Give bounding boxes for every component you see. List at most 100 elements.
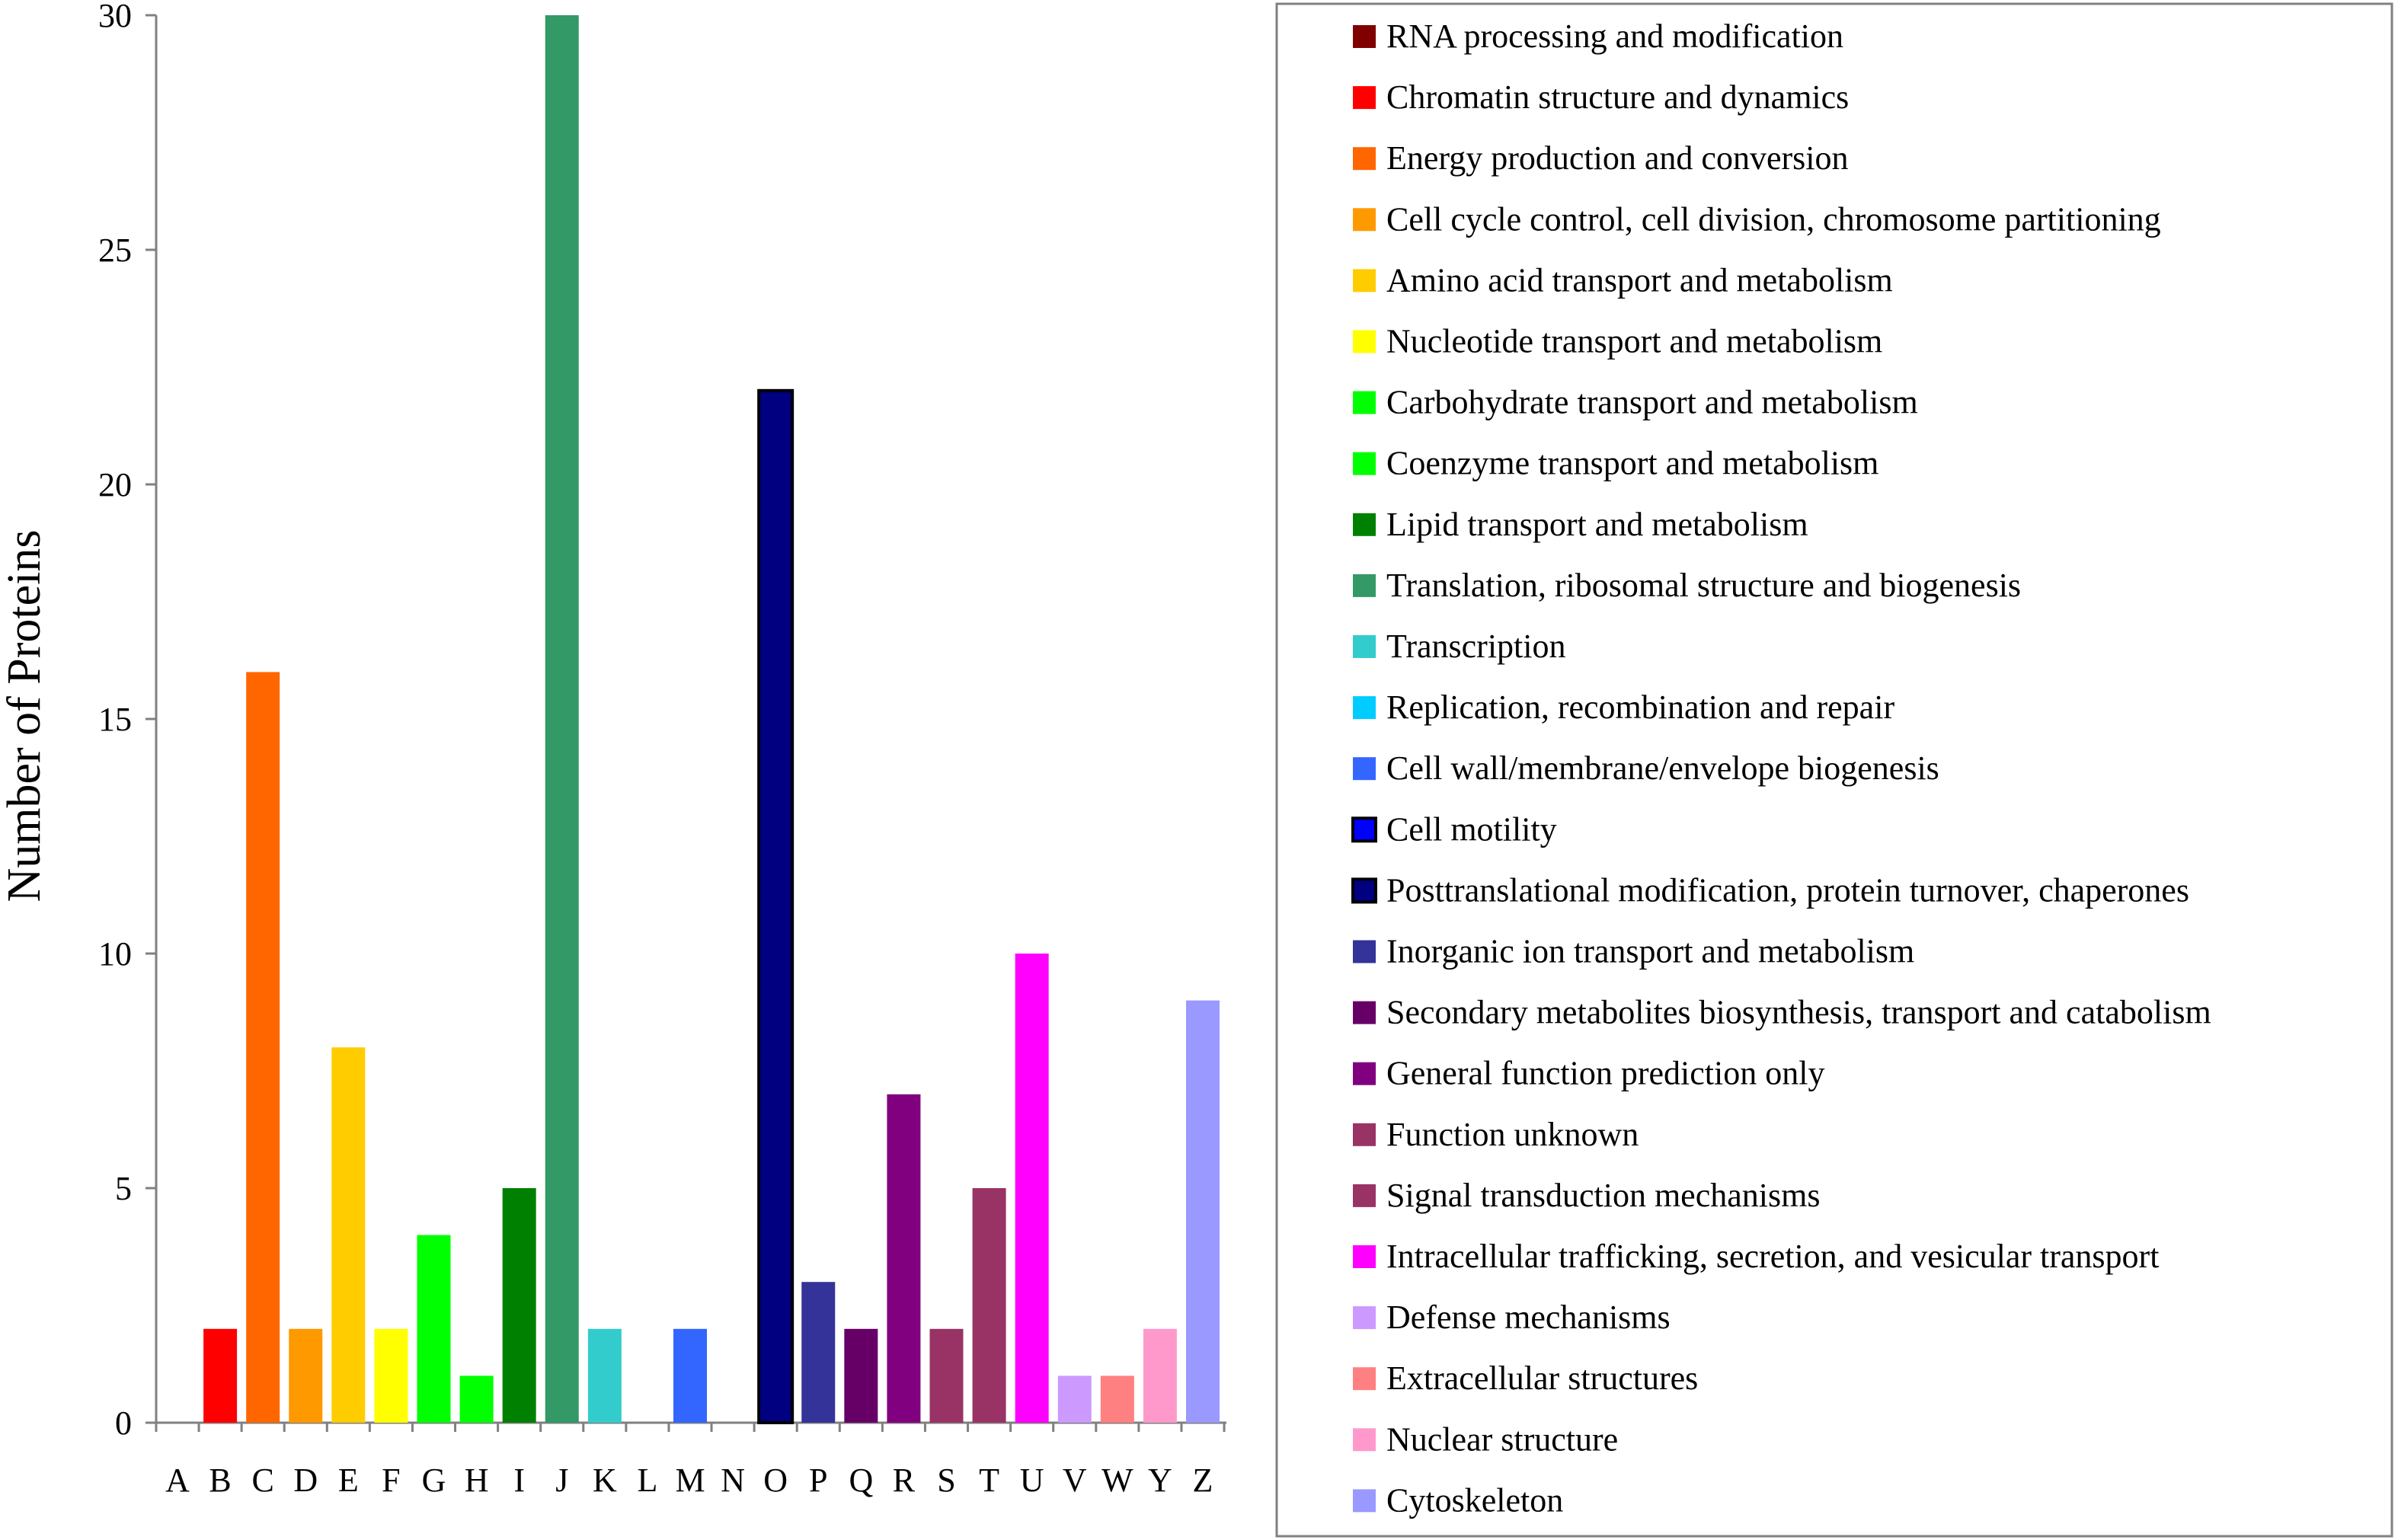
legend-label: Replication, recombination and repair: [1386, 689, 1894, 726]
bar-H: [459, 1375, 494, 1423]
legend-label: Secondary metabolites biosynthesis, tran…: [1386, 994, 2211, 1031]
legend-swatch: [1353, 147, 1376, 171]
legend-label: General function prediction only: [1386, 1055, 1824, 1092]
x-tick-label-C: C: [251, 1462, 273, 1499]
bar-Q: [844, 1328, 878, 1423]
bar-I: [502, 1188, 536, 1423]
legend-swatch: [1353, 391, 1376, 414]
bar-C: [246, 672, 280, 1423]
legend-label: Defense mechanisms: [1386, 1299, 1671, 1336]
legend: RNA processing and modification Chromatin…: [1351, 18, 2211, 1519]
bar-S: [929, 1328, 964, 1423]
legend-label: Intracellular trafficking, secretion, an…: [1386, 1238, 2159, 1275]
y-tick-label: 10: [98, 935, 132, 973]
x-tick-label-J: J: [555, 1462, 568, 1499]
legend-label: Nucleotide transport and metabolism: [1386, 323, 1882, 360]
legend-label: Nuclear structure: [1386, 1420, 1618, 1458]
legend-swatch: [1353, 1306, 1376, 1330]
y-tick-label: 25: [98, 232, 132, 269]
x-tick-label-O: O: [763, 1462, 788, 1499]
bar-P: [801, 1282, 836, 1423]
y-tick-label: 20: [98, 466, 132, 503]
legend-label: Coenzyme transport and metabolism: [1386, 445, 1878, 482]
legend-swatch: [1353, 1001, 1376, 1024]
legend-swatch: [1353, 696, 1376, 720]
bar-E: [331, 1047, 366, 1423]
x-tick-label-W: W: [1101, 1462, 1133, 1499]
legend-swatch: [1351, 816, 1377, 843]
y-tick-label: 5: [115, 1170, 132, 1207]
x-tick-label-E: E: [338, 1462, 359, 1499]
bar-Y: [1143, 1328, 1177, 1423]
bar-B: [203, 1328, 238, 1423]
legend-swatch: [1353, 635, 1376, 658]
legend-label: Cell cycle control, cell division, chrom…: [1386, 200, 2161, 238]
bar-O: [757, 388, 795, 1424]
x-tick-label-Z: Z: [1193, 1462, 1213, 1499]
bar-Z: [1186, 1000, 1220, 1423]
y-axis-title: Number of Proteins: [0, 529, 50, 902]
legend-label: Transcription: [1386, 628, 1566, 665]
legend-swatch: [1353, 1062, 1376, 1085]
bar-K: [587, 1328, 622, 1423]
legend-swatch: [1353, 1245, 1376, 1268]
x-tick-label-Y: Y: [1148, 1462, 1172, 1499]
bar-W: [1100, 1375, 1134, 1423]
legend-label: Extracellular structures: [1386, 1359, 1698, 1397]
legend-swatch: [1353, 452, 1376, 475]
x-tick-label-V: V: [1063, 1462, 1087, 1499]
legend-box: [1275, 2, 2393, 1538]
legend-swatch: [1353, 208, 1376, 232]
legend-label: RNA processing and modification: [1386, 18, 1843, 55]
x-tick-label-D: D: [293, 1462, 318, 1499]
x-tick-label-P: P: [809, 1462, 827, 1499]
legend-swatch: [1353, 1367, 1376, 1391]
x-tick-label-U: U: [1020, 1462, 1044, 1499]
x-tick-label-F: F: [382, 1462, 400, 1499]
bar-D: [289, 1328, 323, 1423]
legend-label: Function unknown: [1386, 1116, 1639, 1153]
legend-label: Translation, ribosomal structure and bio…: [1386, 567, 2021, 604]
legend-swatch: [1353, 1184, 1376, 1207]
x-tick-label-T: T: [979, 1462, 999, 1499]
x-tick-label-G: G: [422, 1462, 446, 1499]
x-tick-label-A: A: [165, 1462, 190, 1499]
bar-M: [673, 1328, 707, 1423]
y-tick-label: 0: [115, 1404, 132, 1442]
x-tick-label-R: R: [893, 1462, 916, 1499]
legend-swatch: [1353, 757, 1376, 781]
legend-swatch: [1353, 25, 1376, 48]
legend-label: Energy production and conversion: [1386, 139, 1848, 177]
bar-V: [1057, 1375, 1092, 1423]
legend-swatch: [1353, 574, 1376, 597]
x-tick-label-L: L: [637, 1462, 657, 1499]
x-tick-label-B: B: [209, 1462, 231, 1499]
x-tick-label-S: S: [937, 1462, 955, 1499]
bar-R: [887, 1094, 921, 1423]
bar-G: [417, 1235, 451, 1423]
x-tick-label-Q: Q: [849, 1462, 873, 1499]
x-tick-label-N: N: [721, 1462, 745, 1499]
legend-label: Lipid transport and metabolism: [1386, 506, 1808, 543]
legend-swatch: [1353, 86, 1376, 110]
bar-U: [1015, 954, 1049, 1423]
legend-label: Inorganic ion transport and metabolism: [1386, 933, 1914, 970]
x-tick-label-M: M: [675, 1462, 705, 1499]
legend-swatch: [1353, 1428, 1376, 1452]
bar-J: [545, 15, 579, 1423]
bar-T: [972, 1188, 1006, 1423]
legend-label: Amino acid transport and metabolism: [1386, 261, 1893, 299]
x-tick-label-K: K: [593, 1462, 617, 1499]
legend-swatch: [1353, 269, 1376, 292]
legend-swatch: [1351, 877, 1377, 904]
legend-label: Signal transduction mechanisms: [1386, 1177, 1820, 1214]
legend-label: Cell motility: [1386, 810, 1557, 848]
y-tick-label: 30: [98, 0, 132, 34]
plot-area: 0 5 10 15 20 25 30 A B C D E F G H I J K L M N O P Q R S T U V W Y Z: [98, 0, 1226, 1499]
legend-swatch: [1353, 330, 1376, 353]
legend-label: Cell wall/membrane/envelope biogenesis: [1386, 749, 1939, 787]
x-tick-label-H: H: [465, 1462, 489, 1499]
x-tick-label-I: I: [513, 1462, 525, 1499]
bar-F: [374, 1328, 408, 1423]
